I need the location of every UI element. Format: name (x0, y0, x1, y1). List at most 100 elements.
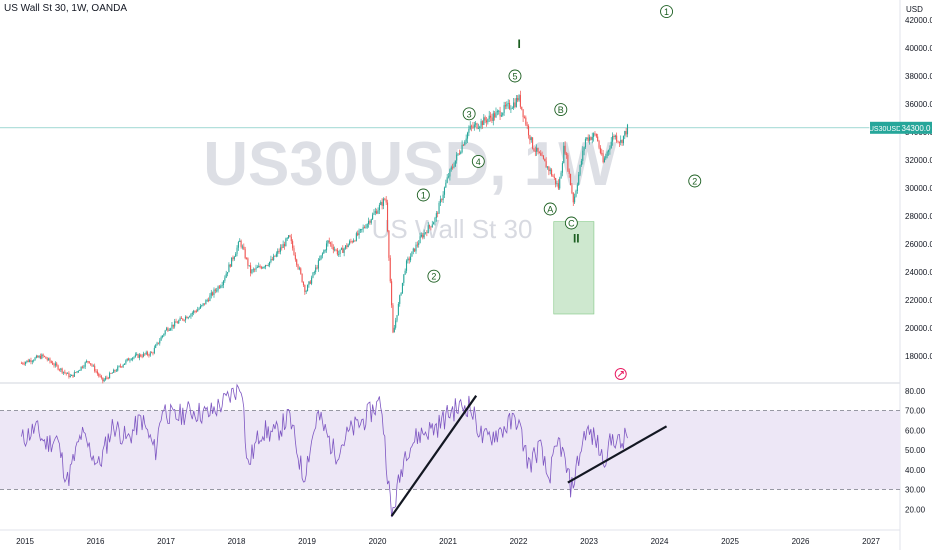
wave-label-text: C (568, 219, 575, 229)
candle-body (494, 113, 496, 118)
price-tick-label: 40000.0 (905, 44, 932, 53)
wave-label-circle (508, 69, 522, 83)
candle-body (104, 377, 107, 380)
candle-body (559, 178, 561, 189)
watermark-name: US Wall St 30 (372, 214, 533, 244)
wave-label-circle (688, 174, 702, 188)
candle-body (526, 124, 528, 126)
candle-body (237, 242, 239, 248)
candle-body (509, 102, 511, 109)
candle-body (373, 212, 375, 215)
candle-body (445, 182, 447, 188)
candle-body (523, 117, 526, 118)
candle-body (228, 264, 230, 273)
candle-body (60, 368, 62, 370)
candle-body (504, 105, 507, 107)
candle-body (227, 272, 229, 274)
candle-body (277, 250, 279, 254)
candle-body (172, 324, 174, 327)
candle-body (251, 269, 253, 274)
candle-body (313, 272, 315, 273)
candle-body (231, 257, 233, 267)
candle-body (109, 373, 111, 379)
candle-body (256, 267, 258, 269)
candle-body (439, 199, 441, 203)
candle-body (92, 365, 94, 367)
candle-body (191, 312, 193, 315)
candle-body (235, 253, 237, 257)
time-tick-label: 2020 (369, 537, 387, 546)
candle-body (349, 241, 351, 245)
time-tick-label: 2023 (580, 537, 598, 546)
candle-body (331, 243, 333, 248)
candle-body (210, 292, 212, 296)
candle-body (260, 267, 262, 269)
candle-body (568, 170, 570, 174)
candle-body (442, 194, 444, 201)
candle-body (290, 236, 292, 242)
candle-body (599, 147, 601, 153)
candle-body (130, 359, 132, 361)
candle-body (39, 355, 42, 359)
candle-body (29, 360, 31, 362)
candle-body (117, 366, 119, 371)
candle-body (473, 124, 475, 128)
candle-body (171, 324, 173, 329)
candle-body (355, 233, 357, 241)
candle-body (485, 120, 488, 123)
candle-body (366, 224, 368, 228)
candle-body (255, 267, 257, 270)
candle-body (572, 193, 574, 203)
price-tick-label: 20000.0 (905, 324, 932, 333)
candle-body (57, 365, 59, 370)
candle-body (405, 260, 408, 271)
candle-body (296, 259, 298, 265)
candle-body (534, 150, 536, 152)
last-price-badge (900, 121, 932, 134)
wave-label-circle (543, 202, 557, 216)
candle-body (174, 321, 176, 327)
candle-body (125, 360, 127, 364)
candle-body (620, 140, 622, 143)
candle-body (571, 185, 573, 194)
candle-body (481, 121, 483, 126)
candle-body (362, 227, 364, 230)
candle-body (128, 358, 130, 361)
candle-body (609, 148, 611, 151)
candle-body (384, 198, 386, 200)
candle-body (163, 334, 165, 336)
candle-body (429, 225, 431, 227)
rsi-tick-label: 80.00 (905, 387, 926, 396)
candle-body (134, 354, 136, 357)
candle-body (195, 311, 197, 312)
candle-body (298, 268, 300, 270)
candle-body (80, 366, 82, 371)
candle-body (165, 328, 168, 331)
price-tick-label: 32000.0 (905, 156, 932, 165)
candle-body (437, 213, 439, 215)
candle-body (411, 251, 413, 257)
candle-body (33, 360, 35, 362)
rsi-trendline (567, 425, 668, 484)
candle-body (340, 248, 342, 250)
candle-body (483, 117, 485, 126)
candle-body (50, 361, 52, 363)
candle-body (183, 320, 185, 321)
candle-body (536, 147, 538, 152)
candle-body (434, 217, 436, 223)
time-tick-label: 2018 (228, 537, 246, 546)
candle-body (58, 369, 60, 371)
wave-label-circle (554, 103, 568, 117)
candle-body (48, 358, 50, 360)
candle-body (598, 141, 600, 148)
candle-body (396, 315, 398, 321)
candle-body (100, 376, 103, 378)
candle-body (386, 202, 389, 231)
candle-body (45, 356, 47, 359)
candle-body (229, 264, 231, 267)
watermark-symbol: US30USD, 1W (203, 130, 617, 199)
candle-body (570, 173, 572, 186)
candle-body (209, 295, 211, 301)
candle-body (430, 226, 432, 228)
